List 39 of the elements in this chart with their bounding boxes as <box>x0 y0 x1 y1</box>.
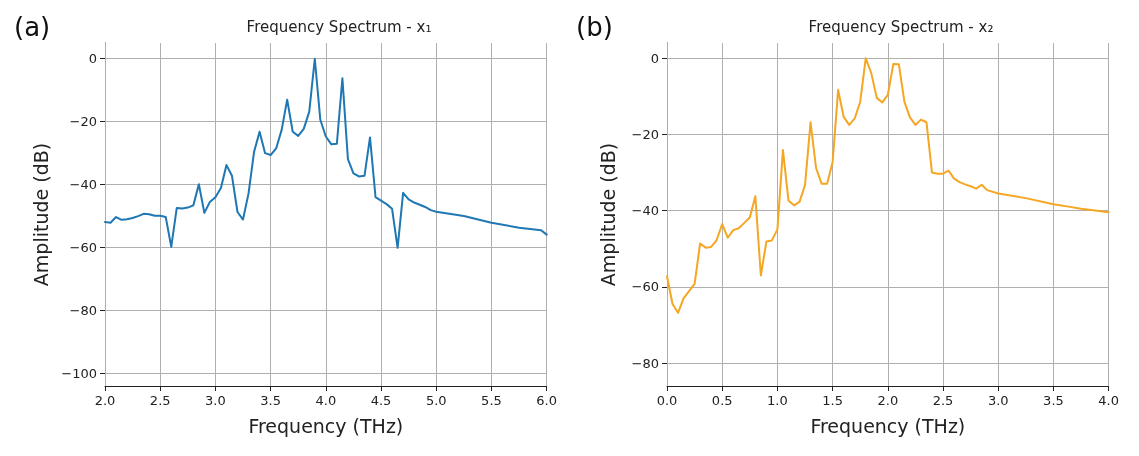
y-tick-label: −60 <box>69 240 97 256</box>
x-tick-label: 4.0 <box>315 393 337 408</box>
x-tick-label: 3.5 <box>260 393 281 408</box>
x-tick-label: 2.5 <box>932 393 954 408</box>
y-tick-label: 0 <box>88 51 97 67</box>
y-tick-label: −20 <box>69 114 97 130</box>
chart-title: Frequency Spectrum - x₁ <box>246 17 432 36</box>
x-tick-label: 6.0 <box>536 393 558 408</box>
y-tick-label: −40 <box>631 203 659 219</box>
x-tick-label: 0.5 <box>711 393 733 408</box>
y-tick-label: −20 <box>631 126 659 142</box>
x-tick-label: 0.0 <box>656 393 678 408</box>
x-tick-label: 5.0 <box>425 393 447 408</box>
y-tick-label: −80 <box>69 302 97 318</box>
x-tick-label: 2.0 <box>94 393 116 408</box>
y-tick-label: −80 <box>631 355 659 371</box>
x-tick-label: 3.0 <box>205 393 226 408</box>
x-tick-label: 2.0 <box>877 393 899 408</box>
x-tick-label: 2.5 <box>149 393 171 408</box>
y-axis-title: Amplitude (dB) <box>596 142 619 287</box>
x-tick-label: 1.5 <box>822 393 843 408</box>
line-series <box>104 57 548 249</box>
x-tick-label: 4.5 <box>370 393 392 408</box>
text: (b) <box>576 12 613 42</box>
x-axis-title: Frequency (THz) <box>248 414 404 437</box>
x-tick-label: 3.5 <box>1043 393 1064 408</box>
y-tick-label: 0 <box>650 50 659 66</box>
x-tick-label: 5.5 <box>481 393 502 408</box>
line-series <box>666 57 1110 314</box>
x-tick-label: 1.0 <box>767 393 788 408</box>
text: (a) <box>14 12 51 42</box>
x-tick-label: 4.0 <box>1098 393 1120 408</box>
y-tick-label: −100 <box>61 365 97 381</box>
x-tick-label: 3.0 <box>987 393 1009 408</box>
chart-title: Frequency Spectrum - x₂ <box>808 17 994 36</box>
y-axis-title: Amplitude (dB) <box>29 142 52 287</box>
y-tick-label: −40 <box>69 177 97 193</box>
x-axis-title: Frequency (THz) <box>810 414 966 437</box>
y-tick-label: −60 <box>631 279 659 295</box>
